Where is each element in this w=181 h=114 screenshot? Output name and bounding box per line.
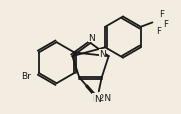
Text: N: N [88, 33, 95, 42]
Text: F: F [163, 19, 168, 28]
Text: F: F [157, 27, 162, 36]
Text: N: N [94, 94, 101, 103]
Text: N: N [99, 49, 106, 58]
Text: Br: Br [21, 72, 31, 81]
Text: H2N: H2N [92, 93, 111, 102]
Text: F: F [159, 10, 164, 19]
